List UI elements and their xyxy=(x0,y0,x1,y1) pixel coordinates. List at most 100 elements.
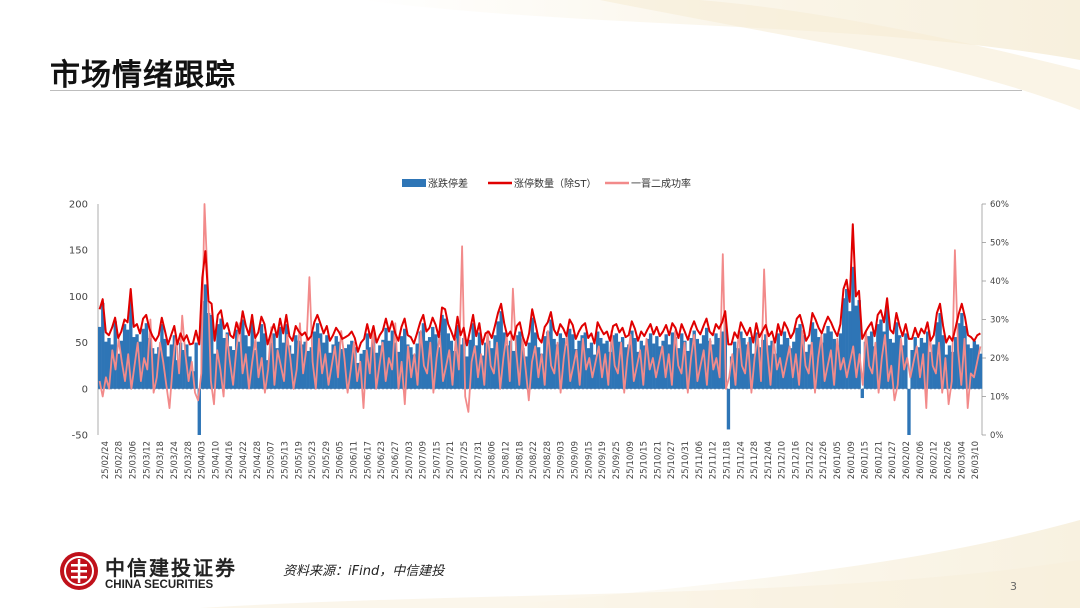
bar xyxy=(144,323,149,389)
page-title: 市场情绪跟踪 xyxy=(50,58,236,93)
bar xyxy=(736,348,740,389)
bar xyxy=(564,345,569,389)
bar xyxy=(726,388,731,430)
bar xyxy=(704,327,709,389)
bar xyxy=(113,321,117,389)
bar xyxy=(960,313,964,389)
x-tick-label: 25/10/21 xyxy=(653,441,663,479)
bar xyxy=(154,353,158,389)
bar xyxy=(157,347,161,389)
bar xyxy=(804,351,808,389)
bar xyxy=(415,343,419,389)
bar xyxy=(129,300,133,389)
x-tick-label: 25/07/25 xyxy=(460,441,470,479)
bar xyxy=(848,311,852,389)
bar xyxy=(558,333,563,389)
bar xyxy=(294,335,298,389)
bar xyxy=(648,333,653,389)
y2-tick-label-3: 30% xyxy=(990,316,1009,326)
bar xyxy=(761,339,765,389)
bar xyxy=(225,332,229,389)
bar xyxy=(452,350,457,389)
bar xyxy=(655,336,659,389)
bar xyxy=(132,337,136,389)
bar xyxy=(110,344,114,389)
y2-tick-label-5: 10% xyxy=(990,393,1009,403)
bar xyxy=(206,313,211,389)
bar xyxy=(169,344,173,389)
bar xyxy=(234,329,239,389)
x-tick-label: 25/08/06 xyxy=(488,441,498,479)
bar xyxy=(953,337,958,389)
x-tick-label: 25/09/09 xyxy=(571,441,581,479)
bar xyxy=(686,350,690,389)
x-tick-label: 25/07/31 xyxy=(474,441,484,479)
bar xyxy=(247,346,251,389)
y-tick-label-3: 50 xyxy=(75,338,88,349)
bar xyxy=(701,335,706,389)
bar xyxy=(729,356,734,389)
legend-label-0: 涨跌停差 xyxy=(428,177,468,190)
bar xyxy=(845,289,849,389)
x-tick-label: 25/07/15 xyxy=(432,441,442,479)
bar xyxy=(813,328,818,389)
bar xyxy=(465,356,469,389)
bar xyxy=(785,337,790,389)
x-tick-label: 26/03/10 xyxy=(971,441,981,479)
bar xyxy=(543,336,547,389)
x-tick-label: 26/01/27 xyxy=(888,441,898,479)
x-tick-label: 25/10/15 xyxy=(640,441,650,479)
bar xyxy=(135,334,139,389)
bar xyxy=(437,347,441,389)
x-tick-label: 25/03/18 xyxy=(156,441,166,479)
bar xyxy=(278,326,282,389)
bar xyxy=(518,331,522,389)
bar xyxy=(418,331,422,389)
y2-tick-label-2: 40% xyxy=(990,277,1009,287)
bar xyxy=(782,331,787,389)
bar xyxy=(487,340,491,389)
bar xyxy=(947,345,952,389)
bar xyxy=(801,335,805,389)
x-tick-label: 25/07/21 xyxy=(446,441,456,479)
x-tick-label: 25/08/22 xyxy=(529,441,539,479)
x-tick-label: 25/12/10 xyxy=(778,441,788,479)
bar xyxy=(241,319,245,389)
x-tick-label: 25/11/18 xyxy=(723,441,733,479)
bar xyxy=(147,337,152,389)
x-tick-label: 26/02/02 xyxy=(902,441,912,479)
bar xyxy=(894,322,899,389)
bar xyxy=(396,351,401,389)
x-tick-label: 25/03/12 xyxy=(142,441,152,479)
bar xyxy=(427,337,432,389)
bar xyxy=(754,332,759,389)
bar xyxy=(975,344,980,389)
bar xyxy=(213,353,217,389)
x-tick-label: 25/05/07 xyxy=(267,441,277,479)
y2-tick-label-0: 60% xyxy=(990,200,1009,210)
bar xyxy=(720,331,724,389)
bar xyxy=(331,344,335,389)
bar xyxy=(832,338,836,389)
x-tick-label: 25/08/12 xyxy=(502,441,512,479)
bar xyxy=(683,340,687,389)
bar xyxy=(888,338,892,389)
y2-tick-label-1: 50% xyxy=(990,239,1009,249)
bar xyxy=(175,360,180,389)
bar xyxy=(281,342,286,389)
bar xyxy=(297,340,301,389)
x-tick-label: 25/05/13 xyxy=(281,441,291,479)
bar xyxy=(362,349,366,389)
bar xyxy=(259,324,264,389)
bar xyxy=(745,344,749,389)
x-tick-label: 25/06/23 xyxy=(377,441,387,479)
x-tick-label: 25/05/23 xyxy=(308,441,318,479)
bar xyxy=(178,342,183,389)
bar xyxy=(269,342,273,389)
y2-tick-label-6: 0% xyxy=(990,431,1004,441)
x-tick-label: 25/09/03 xyxy=(557,441,567,479)
legend-label-2: 一晋二成功率 xyxy=(631,177,691,190)
bar xyxy=(549,319,553,389)
bar xyxy=(443,318,447,389)
bar xyxy=(107,337,111,389)
